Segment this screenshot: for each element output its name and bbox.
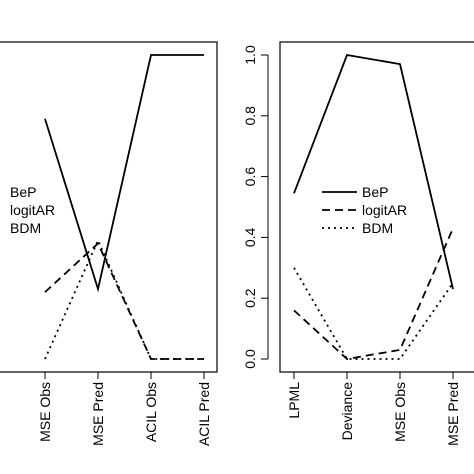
plot-frame xyxy=(0,41,218,373)
x-tick-label: MSE Obs xyxy=(37,382,53,442)
legend-label: logitAR xyxy=(362,202,407,218)
series-line xyxy=(293,227,454,360)
x-tick-label: ACIL Obs xyxy=(143,382,159,442)
x-tick-label: ACIL Pred xyxy=(196,382,212,446)
x-tick-label: LPML xyxy=(286,382,302,419)
x-tick-label: MSE Pred xyxy=(445,382,461,446)
legend-label: BeP xyxy=(362,184,388,200)
series-line xyxy=(44,54,204,293)
series-line xyxy=(293,53,454,290)
y-tick-label: 0.2 xyxy=(242,288,258,308)
y-tick-label: 1.0 xyxy=(242,45,258,65)
legend-label: BDM xyxy=(10,220,41,236)
series-line xyxy=(44,241,204,360)
legend-label: logitAR xyxy=(10,202,55,218)
x-tick-label: MSE Pred xyxy=(90,382,106,446)
y-tick-label: 0.8 xyxy=(242,106,258,126)
y-tick-label: 0.4 xyxy=(242,227,258,247)
x-tick-label: MSE Obs xyxy=(392,382,408,442)
series-line xyxy=(293,267,454,360)
y-tick-label: 0.6 xyxy=(242,167,258,187)
legend-label: BeP xyxy=(10,184,36,200)
y-tick-label: 0.0 xyxy=(242,349,258,369)
legend-label: BDM xyxy=(362,220,393,236)
x-tick-label: Deviance xyxy=(339,382,355,441)
